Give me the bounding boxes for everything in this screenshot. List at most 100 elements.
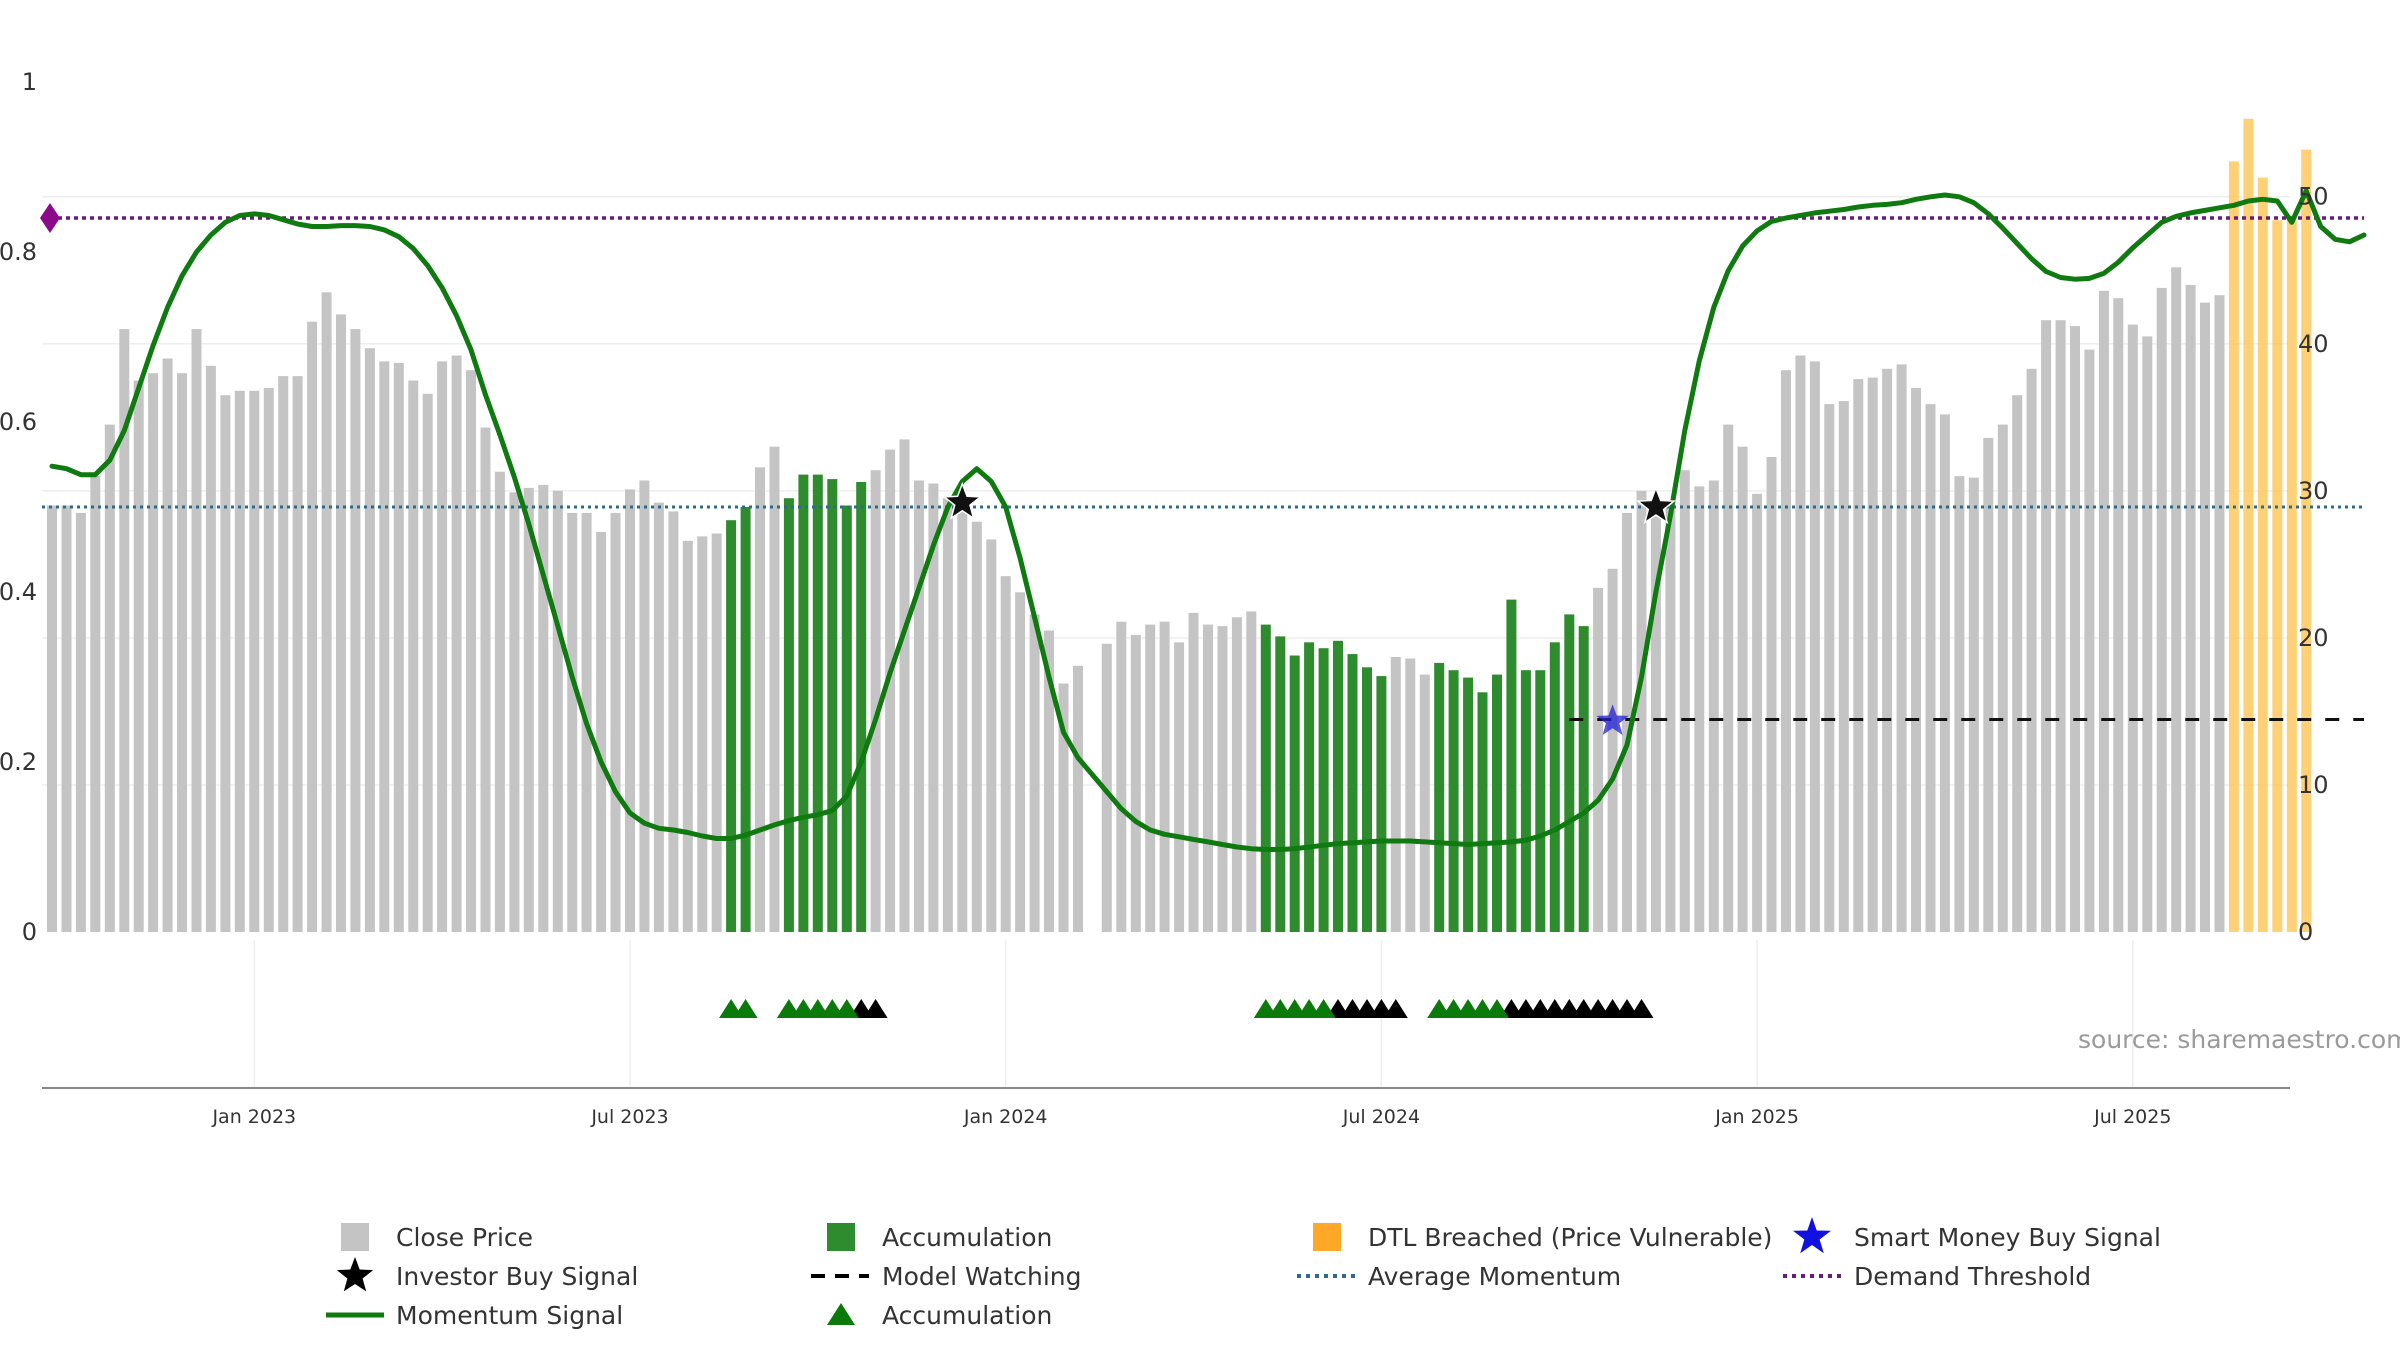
left-axis-tick: 0.6 — [0, 408, 37, 436]
close-price-bar — [2041, 320, 2052, 932]
close-price-bar — [1636, 490, 1647, 932]
accumulation-bar — [1304, 642, 1315, 932]
close-price-bar — [379, 361, 390, 932]
x-axis-tick: Jan 2024 — [963, 1106, 1048, 1128]
close-price-bar — [336, 314, 346, 932]
accumulation-bar — [1477, 692, 1488, 932]
accumulation-bar — [1347, 654, 1358, 932]
legend-close-price-label: Close Price — [396, 1223, 533, 1252]
accumulation-bar — [1578, 626, 1589, 932]
left-axis-tick: 1 — [22, 68, 37, 96]
dtl-breached-bar — [2301, 149, 2312, 933]
close-price-bar — [1665, 501, 1676, 932]
close-price-bar — [1130, 634, 1141, 932]
close-price-bar — [870, 470, 881, 932]
accumulation-bar — [1333, 640, 1343, 932]
close-price-bar — [2113, 298, 2124, 932]
close-price-bar — [1911, 387, 1921, 932]
accumulation-bar — [1535, 670, 1546, 932]
close-price-bar — [2142, 336, 2153, 932]
close-price-bar — [1029, 614, 1040, 932]
close-price-bar — [408, 380, 419, 932]
right-axis-tick: 20 — [2298, 624, 2329, 652]
legend-dtl-swatch — [1313, 1223, 1341, 1251]
close-price-bar — [1593, 587, 1604, 932]
accumulation-triangle — [1485, 999, 1509, 1018]
right-axis-tick: 10 — [2298, 771, 2329, 799]
close-price-bar — [552, 490, 563, 932]
accumulation-bar — [827, 479, 838, 932]
close-price-bar — [307, 321, 318, 932]
accumulation-bar — [1506, 599, 1517, 932]
close-price-bar — [1679, 470, 1690, 932]
legend-close-price-swatch — [341, 1223, 369, 1251]
close-price-bar — [625, 489, 635, 932]
close-price-bar — [2200, 302, 2210, 933]
accumulation-triangle — [733, 999, 758, 1018]
close-price-bar — [104, 424, 115, 932]
accumulation-bar — [740, 507, 751, 932]
close-price-bar — [769, 446, 780, 932]
close-price-bar — [1058, 683, 1069, 932]
close-price-bar — [1650, 512, 1661, 932]
close-price-bar — [1405, 658, 1416, 932]
close-price-bar — [466, 370, 476, 932]
dtl-breached-bar — [2228, 161, 2239, 932]
left-axis-tick: 0.2 — [0, 748, 37, 776]
right-axis-tick: 40 — [2298, 330, 2329, 358]
close-price-bar — [350, 329, 361, 933]
dtl-breached-bar — [2286, 220, 2297, 932]
accumulation-bar — [812, 474, 823, 932]
legend-demand-threshold-label: Demand Threshold — [1854, 1262, 2091, 1291]
close-price-bar — [1939, 414, 1950, 932]
close-price-bar — [494, 471, 505, 932]
x-axis-tick: Jul 2023 — [590, 1106, 668, 1128]
close-price-bar — [1694, 486, 1705, 932]
momentum-signal — [49, 188, 2367, 852]
close-price-bar — [755, 467, 765, 932]
close-price-bar — [596, 532, 607, 932]
legend-average-momentum-label: Average Momentum — [1368, 1262, 1621, 1291]
close-price-bar — [364, 348, 375, 932]
close-price-bar — [278, 376, 289, 933]
accumulation-bar — [1362, 667, 1372, 932]
close-price-bar — [1159, 621, 1170, 932]
close-price-bar — [1737, 446, 1748, 932]
close-price-bar — [75, 512, 86, 932]
reference-lines — [42, 216, 2364, 721]
close-price-bar — [538, 484, 549, 932]
accumulation-bar — [726, 520, 737, 932]
close-price-bar — [90, 476, 101, 932]
close-price-bar — [1390, 657, 1401, 932]
accumulation-bar — [1289, 655, 1300, 932]
close-price-bar — [292, 376, 303, 933]
close-price-bar — [162, 358, 173, 932]
accumulation-bar — [1463, 677, 1474, 932]
legend-accumulation-label: Accumulation — [882, 1223, 1052, 1252]
accumulation-bar — [841, 505, 852, 932]
close-price-bar — [2098, 290, 2109, 932]
signal-markers — [40, 203, 1677, 735]
close-price-bar — [1101, 643, 1112, 932]
close-price-bar — [191, 329, 202, 933]
close-price-bar — [2127, 324, 2138, 933]
close-price-bar — [971, 521, 982, 932]
close-price-bar — [1073, 665, 1083, 932]
right-axis-tick: 30 — [2298, 477, 2329, 505]
close-price-bar — [393, 362, 404, 932]
close-price-bar — [523, 487, 534, 932]
dtl-breached-bar — [2243, 118, 2254, 933]
close-price-bar — [1766, 457, 1777, 932]
investor-buy-star — [942, 481, 983, 520]
source-label: source: sharemaestro.com — [2078, 1025, 2400, 1054]
close-price-bar — [1853, 379, 1864, 933]
accumulation-bar — [1520, 670, 1531, 932]
accumulation-bar — [856, 482, 867, 932]
close-price-bar — [1188, 612, 1199, 932]
close-price-bar — [119, 329, 130, 933]
accumulation-triangle — [834, 999, 859, 1018]
close-price-bar — [1896, 364, 1907, 932]
